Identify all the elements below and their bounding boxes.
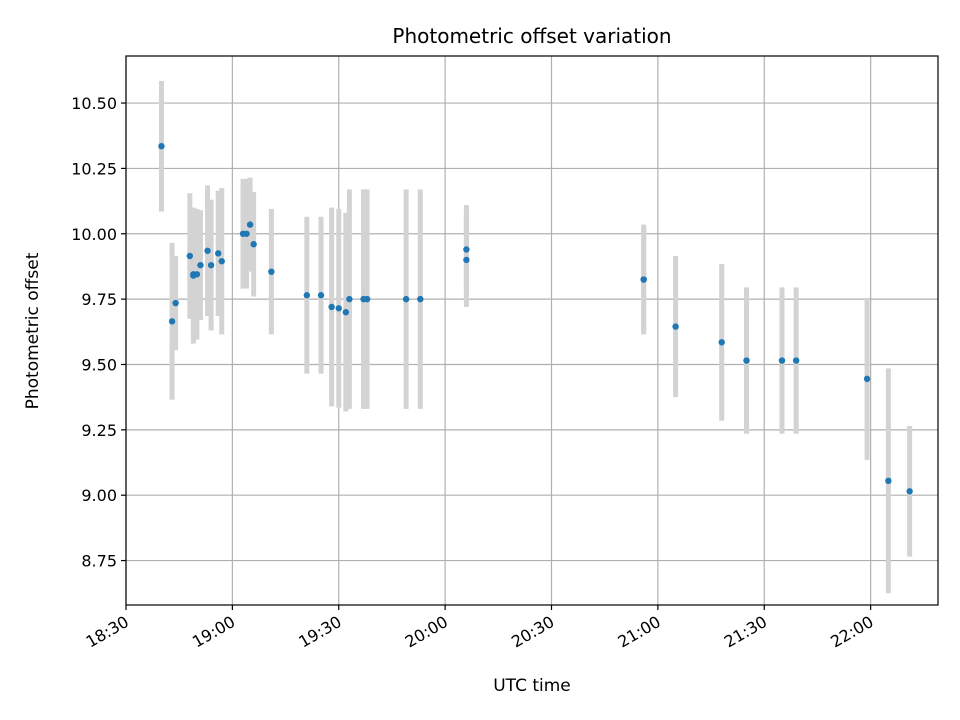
- grid: [125, 56, 938, 605]
- y-axis-label: Photometric offset: [23, 252, 43, 409]
- data-point: [168, 318, 176, 325]
- data-point: [250, 241, 257, 248]
- data-point: [214, 250, 222, 257]
- data-point: [778, 357, 786, 364]
- data-point: [792, 357, 800, 364]
- data-point: [718, 339, 725, 346]
- data-point: [207, 261, 215, 269]
- chart-title: Photometric offset variation: [392, 24, 671, 48]
- y-tick-label: 10.50: [71, 94, 117, 113]
- data-point: [172, 299, 179, 307]
- data-point: [335, 305, 342, 312]
- y-axis-ticks: 8.75 9.00 9.25 9.50 9.75 10.00 10.25 10.50: [71, 94, 126, 571]
- data-point: [463, 246, 470, 253]
- y-tick-label: 10.00: [71, 225, 117, 244]
- data-point: [158, 142, 165, 150]
- data-point: [246, 221, 254, 228]
- data-point: [218, 258, 225, 265]
- data-point: [346, 295, 353, 303]
- data-point: [363, 295, 371, 303]
- data-point: [243, 230, 250, 237]
- y-tick-label: 9.50: [81, 355, 117, 374]
- data-point: [885, 477, 892, 485]
- data-point: [328, 303, 335, 311]
- data-point: [906, 488, 913, 495]
- data-points: [158, 142, 913, 495]
- data-point: [342, 309, 350, 316]
- data-point: [640, 276, 647, 283]
- data-point: [193, 271, 201, 278]
- y-tick-label: 10.25: [71, 159, 117, 178]
- y-tick-label: 9.75: [81, 290, 117, 309]
- data-point: [268, 268, 275, 275]
- data-point: [463, 256, 470, 264]
- data-point: [672, 323, 679, 330]
- plot-frame: [125, 55, 939, 606]
- y-tick-label: 9.25: [81, 421, 117, 440]
- data-point: [186, 252, 194, 260]
- y-tick-label: 9.00: [81, 486, 117, 505]
- data-point: [402, 295, 410, 303]
- data-point: [197, 261, 204, 269]
- data-point: [204, 247, 211, 254]
- data-point: [743, 357, 750, 364]
- data-point: [317, 292, 325, 299]
- data-point: [863, 375, 871, 383]
- data-point: [303, 292, 311, 299]
- x-axis-label: UTC time: [493, 676, 571, 696]
- y-tick-label: 8.75: [81, 552, 117, 571]
- data-point: [417, 295, 424, 303]
